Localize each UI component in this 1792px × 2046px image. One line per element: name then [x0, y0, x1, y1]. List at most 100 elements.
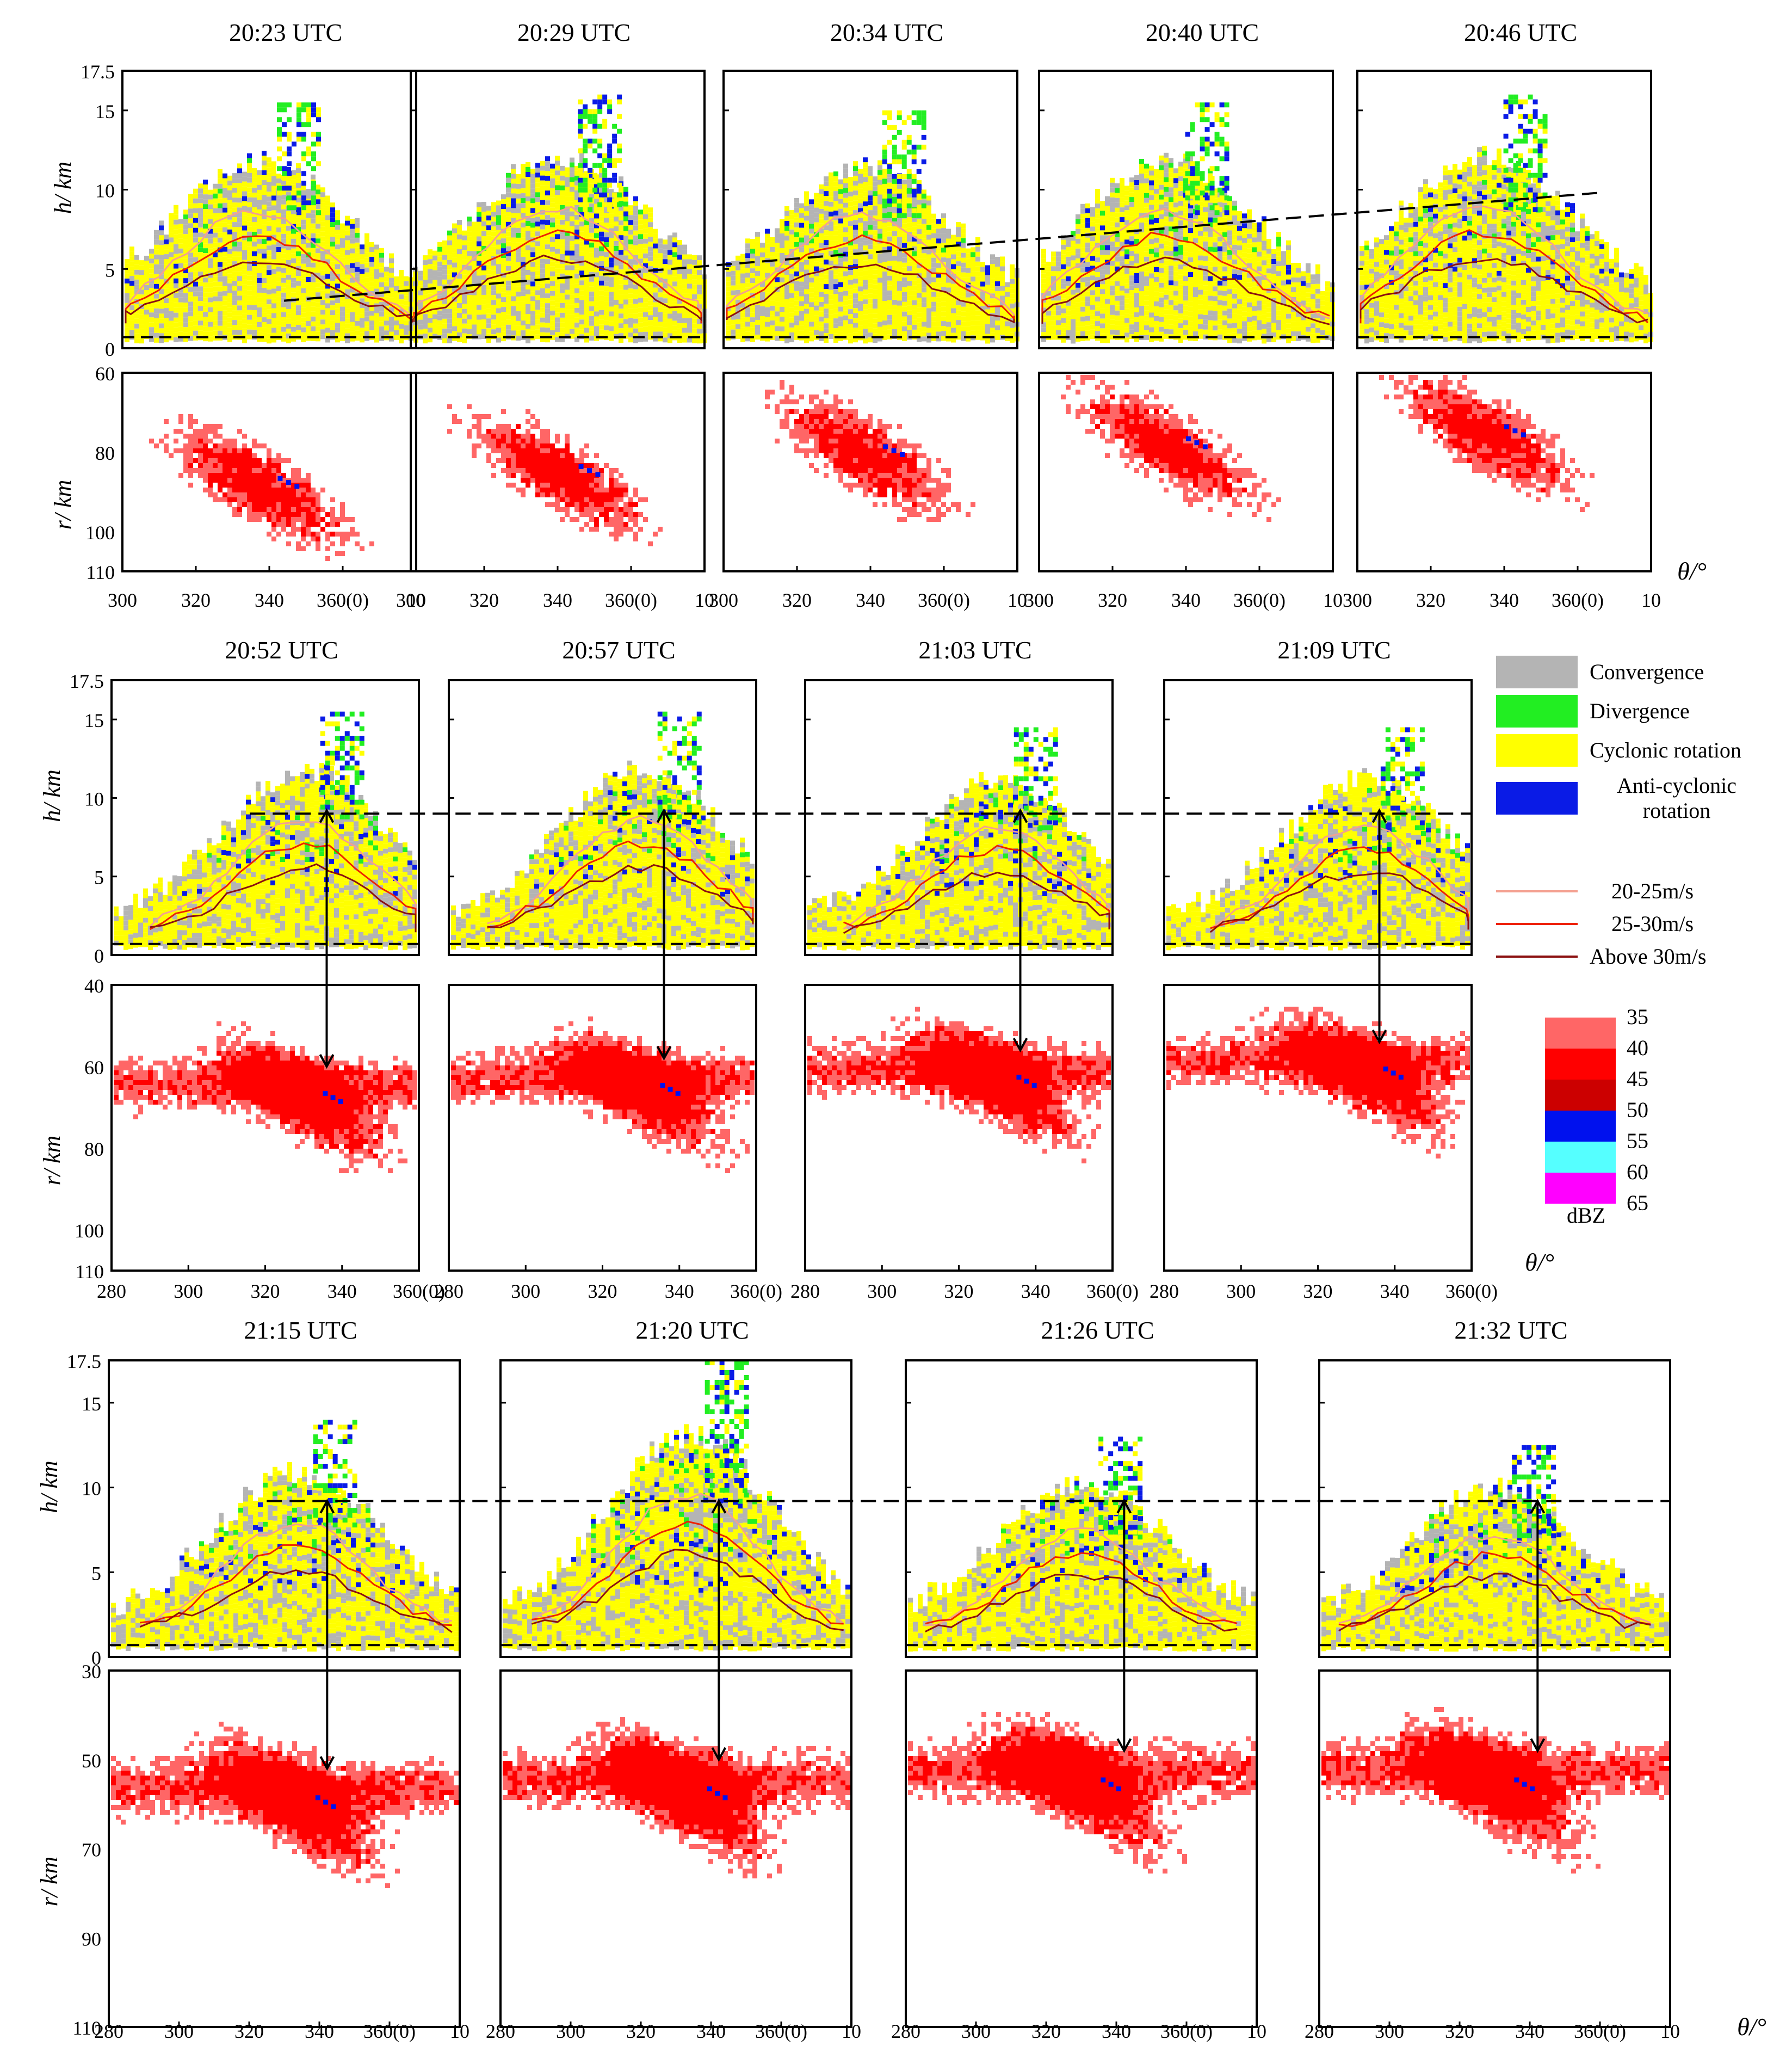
shade-cell [257, 238, 262, 244]
dbz-cell [521, 492, 526, 497]
shade-cell [843, 281, 848, 286]
shade-cell [306, 107, 311, 113]
shade-cell [658, 273, 663, 278]
shade-cell [198, 188, 203, 194]
shade-cell [535, 300, 540, 305]
shade-cell [648, 330, 653, 335]
dbz-cell [242, 478, 247, 483]
shade-cell [316, 336, 320, 342]
shade-cell [583, 158, 588, 163]
shade-cell [633, 274, 638, 280]
shade-cell [286, 338, 291, 343]
dbz-cell [614, 532, 619, 537]
dbz-cell [565, 453, 570, 458]
shade-cell [223, 173, 227, 178]
shade-cell [663, 239, 668, 245]
shade-cell [658, 243, 663, 249]
shade-cell [643, 312, 648, 317]
shade-cell [843, 330, 848, 335]
shade-cell [320, 202, 325, 207]
shade-cell [301, 102, 306, 108]
shade-cell [247, 236, 252, 242]
shade-cell [789, 288, 794, 293]
shade-cell [663, 323, 668, 328]
dbz-cell [301, 488, 306, 492]
shade-cell [330, 310, 335, 316]
shade-cell [530, 198, 535, 204]
shade-cell [287, 195, 292, 201]
shade-cell [604, 252, 609, 257]
dbz-cell [188, 434, 193, 439]
shade-cell [174, 219, 178, 225]
shade-cell [511, 252, 516, 257]
dbz-cell [619, 497, 623, 502]
shade-cell [247, 290, 252, 295]
shade-cell [257, 282, 262, 288]
shade-cell [486, 304, 491, 309]
shade-cell [237, 183, 242, 188]
shade-cell [325, 308, 330, 313]
shade-cell [242, 220, 247, 226]
dbz-cell [213, 458, 218, 463]
shade-cell [227, 175, 232, 181]
shade-cell [237, 300, 242, 306]
shade-cell [814, 281, 819, 286]
shade-cell [550, 266, 555, 272]
shade-cell [262, 303, 267, 308]
shade-cell [325, 284, 330, 289]
shade-cell [824, 284, 829, 289]
shade-cell [794, 310, 799, 316]
shade-cell [516, 257, 521, 262]
shade-cell [369, 281, 374, 287]
shade-cell [789, 229, 794, 235]
shade-cell [555, 293, 560, 298]
shade-cell [819, 223, 824, 229]
shade-cell [242, 245, 247, 250]
shade-cell [442, 294, 447, 299]
shade-cell [452, 321, 457, 326]
shade-cell [614, 251, 619, 256]
shade-cell [609, 262, 614, 268]
shade-cell [418, 280, 423, 286]
shade-cell [760, 247, 765, 252]
shade-cell [472, 285, 477, 291]
shade-cell [281, 326, 286, 332]
shade-cell [745, 278, 750, 283]
shade-cell [267, 280, 271, 285]
shade-cell [750, 263, 755, 269]
dbz-cell [301, 483, 306, 488]
shade-cell [129, 286, 134, 291]
shade-cell [335, 328, 340, 333]
shade-cell [134, 323, 139, 329]
dbz-cell [545, 443, 550, 448]
dbz-cell [491, 448, 496, 453]
shade-cell [311, 306, 316, 312]
shade-cell [404, 291, 409, 296]
shade-cell [281, 243, 286, 249]
dbz-cell [360, 546, 364, 551]
shade-cell [193, 267, 198, 272]
shade-cell [198, 316, 203, 321]
dbz-cell [496, 424, 501, 429]
dbz-cell [252, 453, 257, 458]
shade-cell [452, 301, 457, 307]
dbz-cell [164, 448, 169, 453]
shade-cell [501, 292, 506, 298]
shade-cell [838, 282, 843, 287]
shade-cell [271, 303, 276, 309]
shade-cell [545, 313, 550, 318]
shade-cell [164, 235, 169, 240]
shade-cell [242, 181, 247, 187]
shade-cell [804, 318, 809, 324]
shade-cell [296, 137, 301, 142]
shade-cell [540, 175, 545, 181]
shade-cell [198, 208, 203, 213]
shade-cell [592, 119, 598, 124]
shade-cell [193, 247, 198, 252]
shade-cell [633, 304, 638, 309]
dbz-cell [286, 541, 291, 546]
shade-cell [570, 294, 574, 300]
shade-cell [159, 240, 164, 245]
shade-cell [125, 283, 129, 288]
shade-cell [286, 309, 291, 314]
